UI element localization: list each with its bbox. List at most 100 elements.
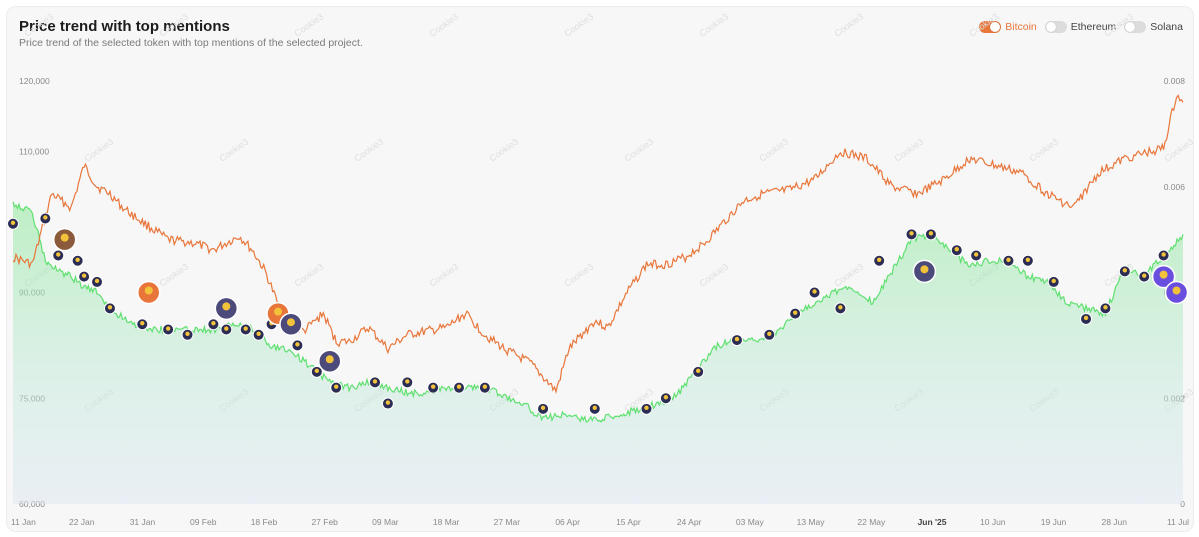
mention-marker[interactable] <box>1002 254 1015 267</box>
mention-marker[interactable] <box>78 270 91 283</box>
mention-marker[interactable] <box>401 376 414 389</box>
watermark-text: Cookie3 <box>157 12 190 39</box>
mention-marker[interactable] <box>381 397 394 410</box>
toggle-knob <box>1125 22 1136 32</box>
mention-avatar-icon <box>10 220 16 225</box>
mention-marker[interactable] <box>834 302 847 315</box>
mention-marker[interactable] <box>905 228 918 241</box>
x-tick-label: 27 Mar <box>494 517 521 527</box>
mention-avatar-icon <box>211 321 216 326</box>
mention-marker[interactable] <box>808 286 821 299</box>
mention-marker[interactable] <box>730 334 743 347</box>
token-area-fill <box>13 201 1183 504</box>
legend-label-solana: Solana <box>1150 21 1183 33</box>
mention-marker-large[interactable] <box>1164 280 1189 305</box>
watermark-text: Cookie3 <box>1027 137 1060 164</box>
mention-marker[interactable] <box>103 302 116 315</box>
toggle-knob <box>990 22 1001 32</box>
mention-marker[interactable] <box>692 365 705 378</box>
mention-avatar-icon <box>224 326 229 331</box>
mention-marker[interactable] <box>763 328 776 341</box>
mention-marker[interactable] <box>537 402 550 415</box>
x-tick-label: 18 Mar <box>433 517 460 527</box>
x-tick-label: 19 Jun <box>1041 517 1067 527</box>
mention-avatar-icon <box>1159 270 1168 279</box>
mention-marker[interactable] <box>1021 254 1034 267</box>
mention-marker[interactable] <box>1118 265 1131 278</box>
mention-marker[interactable] <box>453 381 466 394</box>
mention-marker[interactable] <box>207 318 220 331</box>
mention-marker[interactable] <box>330 381 343 394</box>
mention-marker-large[interactable] <box>912 259 937 284</box>
toggle-switch-bitcoin[interactable] <box>979 21 1002 33</box>
mention-marker-large[interactable] <box>279 312 303 336</box>
legend-toggle-ethereum[interactable]: Ethereum <box>1044 21 1117 33</box>
mention-marker[interactable] <box>970 249 983 262</box>
x-tick-label: 11 Jan <box>11 517 36 527</box>
mention-marker[interactable] <box>1080 312 1093 325</box>
mention-markers[interactable] <box>7 212 1189 415</box>
mention-avatar-icon <box>165 326 171 331</box>
watermark-text: Cookie3 <box>832 262 865 289</box>
mention-marker[interactable] <box>239 323 252 336</box>
mention-marker[interactable] <box>1099 302 1112 315</box>
mention-avatar-icon <box>325 355 334 364</box>
mention-marker[interactable] <box>310 365 323 378</box>
mention-marker[interactable] <box>368 376 381 389</box>
mention-avatar-icon <box>43 215 48 220</box>
legend-label-ethereum: Ethereum <box>1070 21 1117 33</box>
mention-marker[interactable] <box>924 228 937 241</box>
mention-marker[interactable] <box>91 275 104 288</box>
mention-marker[interactable] <box>220 323 233 336</box>
mention-marker[interactable] <box>1138 270 1151 283</box>
mention-marker[interactable] <box>291 339 304 352</box>
mention-marker[interactable] <box>427 381 440 394</box>
mention-marker[interactable] <box>789 307 802 320</box>
mention-avatar-icon <box>792 310 798 315</box>
mention-marker-large[interactable] <box>214 296 239 321</box>
mention-marker[interactable] <box>136 318 149 331</box>
mention-avatar-icon <box>1051 278 1056 284</box>
mention-marker-large[interactable] <box>136 280 161 305</box>
mention-marker[interactable] <box>659 392 672 405</box>
x-tick-label: 22 Jan <box>69 517 95 527</box>
mention-marker-large[interactable] <box>52 227 77 252</box>
mention-marker[interactable] <box>71 254 84 267</box>
toggle-switch-solana[interactable] <box>1124 21 1147 33</box>
mention-marker[interactable] <box>52 249 65 262</box>
mention-avatar-icon <box>314 368 320 374</box>
mention-marker[interactable] <box>950 244 963 257</box>
mention-marker-large[interactable] <box>317 349 342 373</box>
price-chart: Cookie3 Cookie3 Cookie3 Cookie3 Cookie3 Cooki… <box>7 12 1193 527</box>
mention-avatar-icon <box>928 231 934 236</box>
watermark-text: Cookie3 <box>892 137 925 164</box>
mention-avatar-icon <box>973 252 979 257</box>
chart-subtitle: Price trend of the selected token with t… <box>19 37 363 49</box>
watermark-text: Cookie3 <box>697 12 730 39</box>
mention-marker-large[interactable] <box>1151 264 1176 289</box>
toggle-switch-ethereum[interactable] <box>1044 21 1067 33</box>
mention-marker[interactable] <box>1157 249 1170 262</box>
mention-avatar-icon <box>695 368 701 374</box>
mention-avatar-icon <box>385 400 391 405</box>
mention-avatar-icon <box>140 321 145 326</box>
x-tick-label: 09 Feb <box>190 517 217 527</box>
x-tick-label: 24 Apr <box>677 517 702 527</box>
mention-marker[interactable] <box>7 217 19 230</box>
mention-avatar-icon <box>1161 252 1166 257</box>
mention-marker[interactable] <box>181 328 194 341</box>
mention-marker[interactable] <box>588 402 601 415</box>
mention-marker[interactable] <box>252 328 265 341</box>
y-left-tick-label: 110,000 <box>19 147 49 157</box>
x-tick-label: 11 Jul <box>1167 517 1189 527</box>
legend-toggle-solana[interactable]: Solana <box>1124 21 1183 33</box>
mention-marker[interactable] <box>873 254 886 267</box>
legend-toggle-bitcoin[interactable]: Bitcoin <box>979 21 1037 33</box>
mention-marker[interactable] <box>640 402 653 415</box>
mention-avatar-icon <box>1103 305 1108 310</box>
mention-marker[interactable] <box>1047 275 1060 288</box>
x-tick-label: Jun '25 <box>918 517 947 527</box>
mention-marker[interactable] <box>478 381 491 394</box>
mention-marker[interactable] <box>162 323 175 336</box>
mention-marker[interactable] <box>39 212 52 225</box>
